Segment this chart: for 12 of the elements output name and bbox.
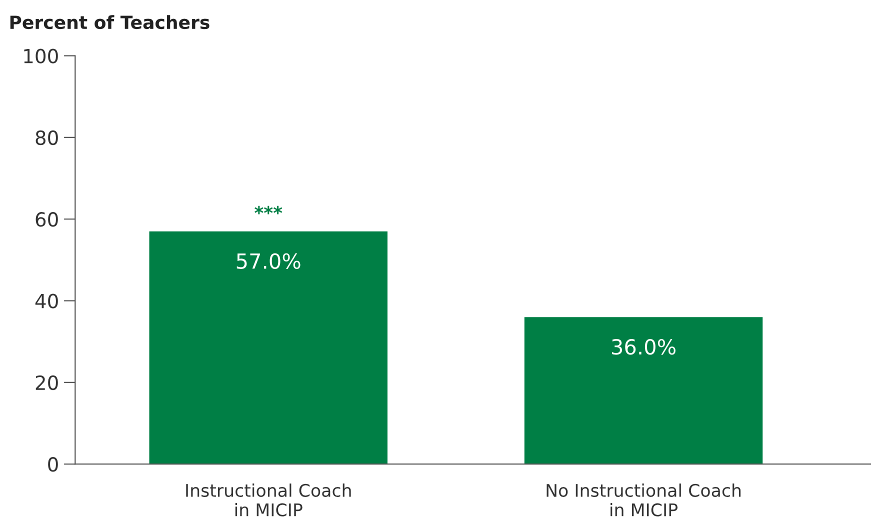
x-tick-label: Instructional Coach in MICIP	[186, 484, 351, 516]
data-label: 57.0%	[236, 253, 300, 269]
y-tick-label: 60	[36, 212, 58, 227]
y-tick-label: 100	[24, 48, 58, 64]
y-tick-label: 40	[35, 294, 58, 308]
y-tick-label: 80	[36, 130, 58, 146]
y-axis-title: Percent of Teachers	[10, 15, 210, 30]
y-tick-label: 20	[36, 375, 58, 390]
y-tick-label: 0	[48, 457, 58, 472]
annotation: ***	[254, 206, 282, 214]
data-label: 36.0%	[612, 338, 676, 355]
x-tick-label: No Instructional Coach in MICIP	[546, 484, 741, 516]
